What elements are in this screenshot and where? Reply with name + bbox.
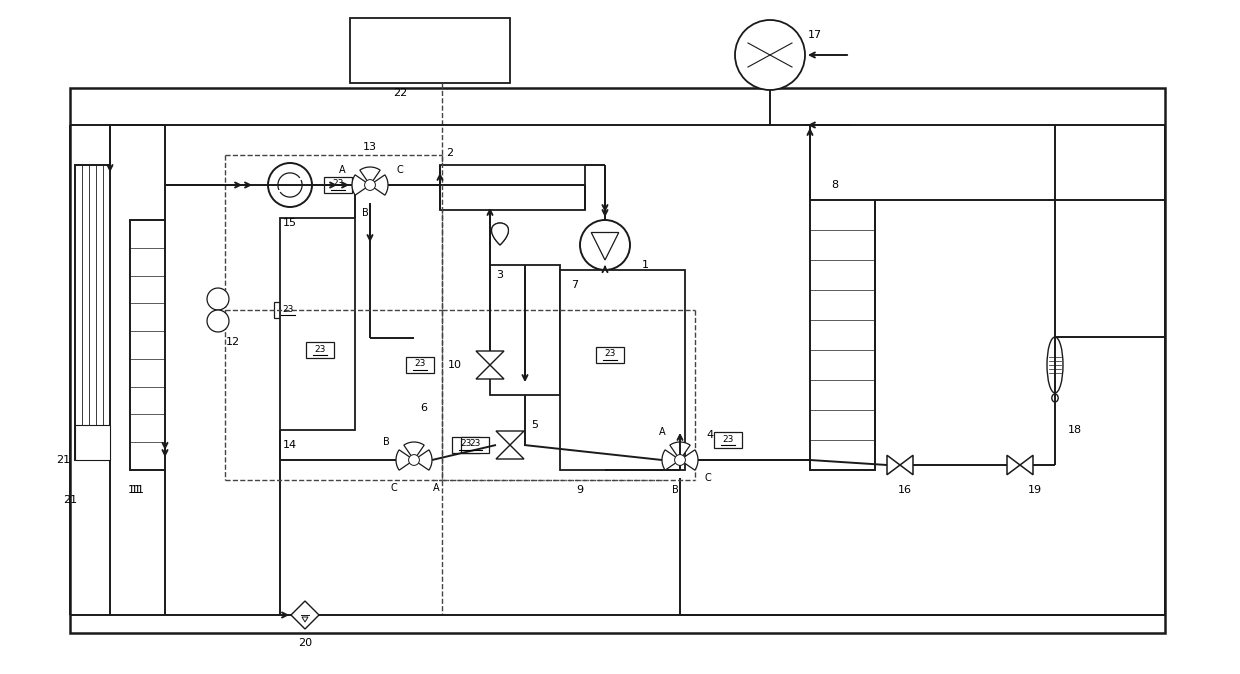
Ellipse shape xyxy=(675,454,686,466)
Text: 11: 11 xyxy=(131,485,145,495)
Text: 12: 12 xyxy=(226,337,241,347)
Text: 23: 23 xyxy=(604,350,616,359)
Text: 13: 13 xyxy=(363,142,377,152)
Bar xyxy=(453,437,480,453)
Text: 9: 9 xyxy=(577,485,584,495)
Polygon shape xyxy=(496,431,525,445)
Text: A: A xyxy=(658,427,666,437)
Text: 23: 23 xyxy=(460,439,471,448)
Text: 3: 3 xyxy=(496,270,503,280)
Text: 15: 15 xyxy=(283,218,298,228)
Bar xyxy=(560,270,684,470)
Bar xyxy=(324,177,352,193)
Text: 7: 7 xyxy=(572,280,579,290)
Circle shape xyxy=(268,163,312,207)
Polygon shape xyxy=(1007,455,1021,474)
Polygon shape xyxy=(591,233,619,260)
Text: A: A xyxy=(433,483,439,493)
Polygon shape xyxy=(1021,455,1033,474)
Polygon shape xyxy=(670,442,691,460)
Ellipse shape xyxy=(409,454,419,466)
Bar xyxy=(440,165,585,210)
Bar xyxy=(810,200,875,470)
Polygon shape xyxy=(414,450,432,470)
Polygon shape xyxy=(207,310,229,332)
Text: 5: 5 xyxy=(532,420,538,430)
Text: B: B xyxy=(672,485,678,495)
Polygon shape xyxy=(303,617,308,622)
Polygon shape xyxy=(491,223,508,245)
Polygon shape xyxy=(207,288,229,310)
Text: 6: 6 xyxy=(420,403,428,413)
Text: 16: 16 xyxy=(898,485,911,495)
Polygon shape xyxy=(491,223,508,245)
Bar xyxy=(350,18,510,83)
Polygon shape xyxy=(900,455,913,474)
Bar xyxy=(405,357,434,373)
Bar xyxy=(461,437,489,453)
Ellipse shape xyxy=(365,179,376,190)
Polygon shape xyxy=(476,365,503,379)
Bar xyxy=(274,302,303,318)
Text: 23: 23 xyxy=(469,439,481,448)
Text: 23: 23 xyxy=(723,435,734,443)
Text: C: C xyxy=(704,473,712,483)
Polygon shape xyxy=(360,167,381,185)
Bar xyxy=(306,342,334,358)
Text: 4: 4 xyxy=(707,430,713,440)
Bar xyxy=(490,265,560,395)
Text: 21: 21 xyxy=(63,495,77,505)
Text: C: C xyxy=(397,165,403,175)
Ellipse shape xyxy=(1052,394,1058,402)
Polygon shape xyxy=(680,450,698,470)
Polygon shape xyxy=(476,351,503,365)
Polygon shape xyxy=(291,601,319,629)
Polygon shape xyxy=(370,175,388,195)
Text: 19: 19 xyxy=(1028,485,1042,495)
Text: A: A xyxy=(339,165,345,175)
Bar xyxy=(69,88,1166,633)
Text: B: B xyxy=(383,437,389,447)
Ellipse shape xyxy=(1047,337,1063,393)
Polygon shape xyxy=(404,442,424,460)
Text: 23: 23 xyxy=(283,305,294,313)
Text: 23: 23 xyxy=(414,359,425,369)
Polygon shape xyxy=(496,445,525,459)
Polygon shape xyxy=(396,450,414,470)
Text: 22: 22 xyxy=(393,88,407,98)
Polygon shape xyxy=(887,455,900,474)
Text: 2: 2 xyxy=(446,148,454,158)
Circle shape xyxy=(580,220,630,270)
Circle shape xyxy=(735,20,805,90)
Text: 14: 14 xyxy=(283,440,298,450)
Text: 23: 23 xyxy=(332,179,343,189)
Bar xyxy=(74,425,110,460)
Text: 20: 20 xyxy=(298,638,312,648)
Text: 23: 23 xyxy=(314,344,326,353)
Bar xyxy=(714,432,742,448)
Text: 18: 18 xyxy=(1068,425,1083,435)
Bar xyxy=(130,220,165,470)
Text: B: B xyxy=(362,208,368,218)
Text: 17: 17 xyxy=(808,30,822,40)
Polygon shape xyxy=(352,175,370,195)
Polygon shape xyxy=(662,450,680,470)
Text: 11: 11 xyxy=(128,485,143,495)
Text: 10: 10 xyxy=(448,360,463,370)
Bar xyxy=(280,218,355,430)
Text: C: C xyxy=(391,483,397,493)
Bar xyxy=(596,347,624,363)
Bar xyxy=(74,165,110,460)
Text: 21: 21 xyxy=(56,455,71,465)
Text: 1: 1 xyxy=(641,260,649,270)
Text: 8: 8 xyxy=(832,180,838,190)
